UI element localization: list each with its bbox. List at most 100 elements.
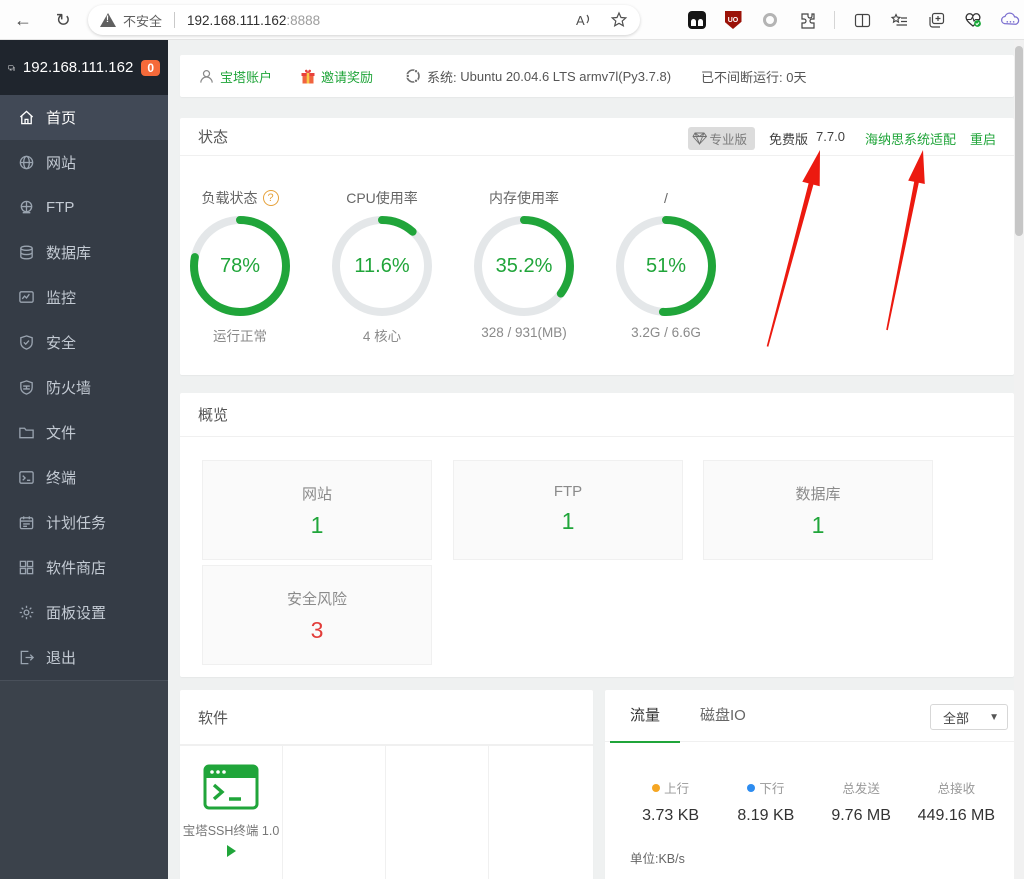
sidebar-server-header[interactable]: 192.168.111.162 0 bbox=[0, 40, 168, 95]
ftp-count[interactable]: 1 bbox=[561, 508, 575, 534]
traffic-stats: 上行 3.73 KB 下行 8.19 KB 总发送 9.76 MB 总接收 44… bbox=[605, 742, 1014, 825]
firewall-icon bbox=[20, 380, 33, 395]
message-count-badge[interactable]: 0 bbox=[141, 59, 160, 76]
sidebar-item-firewall[interactable]: 防火墙 bbox=[0, 365, 168, 410]
favorite-star-icon[interactable] bbox=[610, 11, 628, 29]
app-name[interactable]: 宝塔SSH终端 1.0 bbox=[182, 824, 280, 838]
software-cell-empty bbox=[489, 746, 592, 879]
invite-reward-link[interactable]: 邀请奖励 bbox=[300, 67, 373, 86]
url-host[interactable]: 192.168.111.162 bbox=[187, 12, 287, 28]
page-scrollbar[interactable] bbox=[1014, 40, 1024, 879]
sidebar-item-home[interactable]: 首页 bbox=[0, 95, 168, 140]
ftp-icon bbox=[20, 200, 33, 214]
gear-icon bbox=[19, 605, 34, 620]
extensions-puzzle-icon[interactable] bbox=[797, 10, 817, 30]
browser-health-icon[interactable] bbox=[963, 10, 983, 30]
overview-card-ftp[interactable]: FTP 1 bbox=[453, 460, 683, 560]
stat-total-received: 总接收 449.16 MB bbox=[909, 778, 1004, 825]
sidebar-footer bbox=[0, 680, 168, 879]
restart-link[interactable]: 重启 bbox=[969, 132, 996, 147]
address-bar[interactable]: 不安全 192.168.111.162 :8888 A bbox=[88, 5, 640, 35]
extension-icon[interactable] bbox=[688, 11, 706, 29]
gauge-percent: 51% bbox=[645, 254, 687, 277]
user-icon bbox=[200, 69, 213, 83]
sidebar-item-label: FTP bbox=[46, 199, 75, 216]
cloud-icon[interactable] bbox=[1000, 10, 1020, 30]
security-risk-count[interactable]: 3 bbox=[310, 617, 324, 643]
sidebar-server-ip: 192.168.111.162 bbox=[22, 59, 134, 76]
sidebar-item-ftp[interactable]: FTP bbox=[0, 185, 168, 230]
traffic-tabs: 流量 磁盘IO 全部 ▼ bbox=[605, 690, 1014, 743]
browser-reload-button[interactable]: ↻ bbox=[55, 9, 71, 30]
gauge-sublabel: 4 核心 bbox=[362, 329, 402, 344]
stat-total-sent: 总发送 9.76 MB bbox=[814, 778, 909, 825]
bt-account-link[interactable]: 宝塔账户 bbox=[198, 67, 272, 86]
security-label[interactable]: 不安全 bbox=[123, 13, 163, 29]
overview-card-sites[interactable]: 网站 1 bbox=[202, 460, 432, 560]
globe-icon bbox=[19, 155, 34, 170]
app-play-icon[interactable] bbox=[226, 845, 236, 857]
sidebar-item-label: 退出 bbox=[46, 650, 77, 667]
server-device-icon bbox=[8, 64, 15, 71]
sidebar-item-calendar[interactable]: 计划任务 bbox=[0, 500, 168, 545]
gauge-label: 内存使用率 bbox=[489, 190, 559, 206]
browser-chrome: ← ↻ 不安全 192.168.111.162 :8888 A UO bbox=[0, 0, 1024, 40]
gauge-2: 内存使用率 35.2% 328 / 931(MB) bbox=[458, 188, 590, 340]
pro-edition-badge[interactable]: 专业版 bbox=[687, 127, 756, 150]
software-cell: 宝塔SSH终端 1.0 bbox=[180, 746, 283, 879]
sidebar-item-label: 网站 bbox=[46, 155, 77, 172]
split-screen-icon[interactable] bbox=[852, 10, 872, 30]
shield-check-icon bbox=[20, 335, 33, 350]
system-info: 系统: Ubuntu 20.04.6 LTS armv7l(Py3.7.8) bbox=[405, 67, 671, 86]
interface-filter-select[interactable]: 全部 ▼ bbox=[930, 704, 1008, 730]
sidebar-item-shield-check[interactable]: 安全 bbox=[0, 320, 168, 365]
sidebar-item-label: 计划任务 bbox=[46, 515, 107, 532]
gauge-ring bbox=[190, 216, 290, 316]
loading-ring-icon[interactable] bbox=[760, 10, 780, 30]
sidebar-menu: 首页网站 FTP 数据库 监控安全防火墙文件终端计划任务软件商店 面板设置退出 bbox=[0, 95, 168, 680]
traffic-unit-label: 单位:KB/s bbox=[630, 852, 685, 866]
up-dot-icon bbox=[652, 783, 661, 792]
sidebar: 192.168.111.162 0 首页网站 FTP 数据库 监控安全防火墙文件终端计… bbox=[0, 40, 168, 879]
scrollbar-thumb[interactable] bbox=[1015, 46, 1023, 236]
hinas-adapt-link[interactable]: 海纳思系统适配 bbox=[864, 132, 956, 147]
sidebar-item-terminal[interactable]: 终端 bbox=[0, 455, 168, 500]
ublock-icon[interactable]: UO bbox=[723, 10, 743, 30]
sidebar-item-monitor[interactable]: 监控 bbox=[0, 275, 168, 320]
sidebar-item-label: 安全 bbox=[46, 335, 77, 352]
sidebar-item-database[interactable]: 数据库 bbox=[0, 230, 168, 275]
database-count[interactable]: 1 bbox=[811, 512, 825, 538]
divider bbox=[834, 11, 835, 29]
gauge-ring bbox=[332, 216, 432, 316]
collections-icon[interactable] bbox=[889, 10, 909, 30]
sidebar-item-grid[interactable]: 软件商店 bbox=[0, 545, 168, 590]
help-icon[interactable]: ? bbox=[262, 190, 279, 206]
sidebar-item-gear[interactable]: 面板设置 bbox=[0, 590, 168, 635]
overview-card-security-risk[interactable]: 安全风险 3 bbox=[202, 565, 432, 665]
sites-count[interactable]: 1 bbox=[310, 512, 324, 538]
gauge-3: / 51% 3.2G / 6.6G bbox=[600, 188, 732, 340]
software-panel-header: 软件 bbox=[180, 690, 593, 745]
tab-traffic[interactable]: 流量 bbox=[610, 690, 681, 743]
browser-back-button[interactable]: ← bbox=[14, 9, 32, 30]
grid-icon bbox=[19, 560, 34, 575]
overview-card-database[interactable]: 数据库 1 bbox=[703, 460, 933, 560]
status-title: 状态 bbox=[198, 129, 229, 146]
not-secure-warning-icon bbox=[100, 13, 116, 27]
traffic-panel: 流量 磁盘IO 全部 ▼ 上行 3.73 KB 下行 8.19 KB 总发送 9… bbox=[605, 690, 1014, 879]
ssh-terminal-app-icon bbox=[203, 764, 259, 810]
system-value: Ubuntu 20.04.6 LTS armv7l(Py3.7.8) bbox=[460, 68, 672, 84]
sidebar-item-label: 防火墙 bbox=[46, 380, 92, 397]
sidebar-item-folder[interactable]: 文件 bbox=[0, 410, 168, 455]
stat-total-sent-value: 9.76 MB bbox=[831, 807, 891, 824]
tab-duplicate-icon[interactable] bbox=[926, 10, 946, 30]
app-bt-ssh-terminal[interactable]: 宝塔SSH终端 1.0 bbox=[180, 746, 282, 857]
software-title: 软件 bbox=[198, 709, 229, 727]
status-panel: 状态 专业版 免费版 7.7.0 海纳思系统适配 重启 负载状态? 78% 运行正常 C… bbox=[180, 118, 1014, 375]
sidebar-item-logout[interactable]: 退出 bbox=[0, 635, 168, 680]
sidebar-item-label: 文件 bbox=[46, 425, 77, 442]
terminal-icon bbox=[19, 471, 34, 484]
tab-disk-io[interactable]: 磁盘IO bbox=[700, 706, 746, 724]
sidebar-item-globe[interactable]: 网站 bbox=[0, 140, 168, 185]
read-aloud-icon[interactable]: A bbox=[574, 11, 592, 29]
